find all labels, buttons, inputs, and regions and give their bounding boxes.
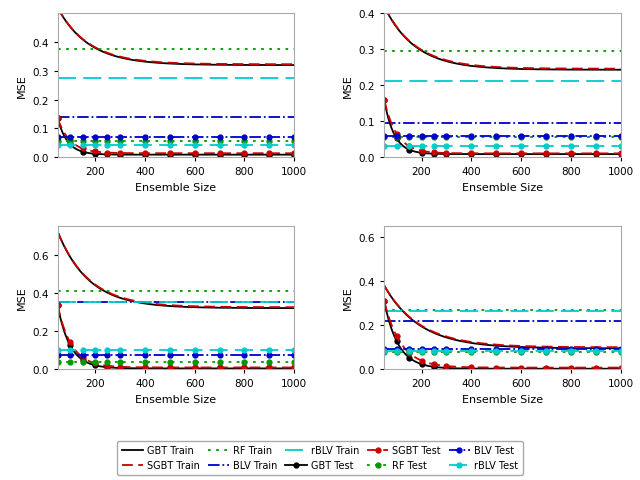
- X-axis label: Ensemble Size: Ensemble Size: [462, 182, 543, 192]
- Y-axis label: MSE: MSE: [17, 74, 26, 98]
- X-axis label: Ensemble Size: Ensemble Size: [135, 394, 216, 404]
- Y-axis label: MSE: MSE: [343, 74, 353, 98]
- X-axis label: Ensemble Size: Ensemble Size: [462, 394, 543, 404]
- X-axis label: Ensemble Size: Ensemble Size: [135, 182, 216, 192]
- Y-axis label: MSE: MSE: [343, 286, 353, 310]
- Legend: GBT Train, SGBT Train, RF Train, BLV Train, rBLV Train, GBT Test, SGBT Test, RF : GBT Train, SGBT Train, RF Train, BLV Tra…: [117, 441, 523, 475]
- Y-axis label: MSE: MSE: [17, 286, 26, 310]
